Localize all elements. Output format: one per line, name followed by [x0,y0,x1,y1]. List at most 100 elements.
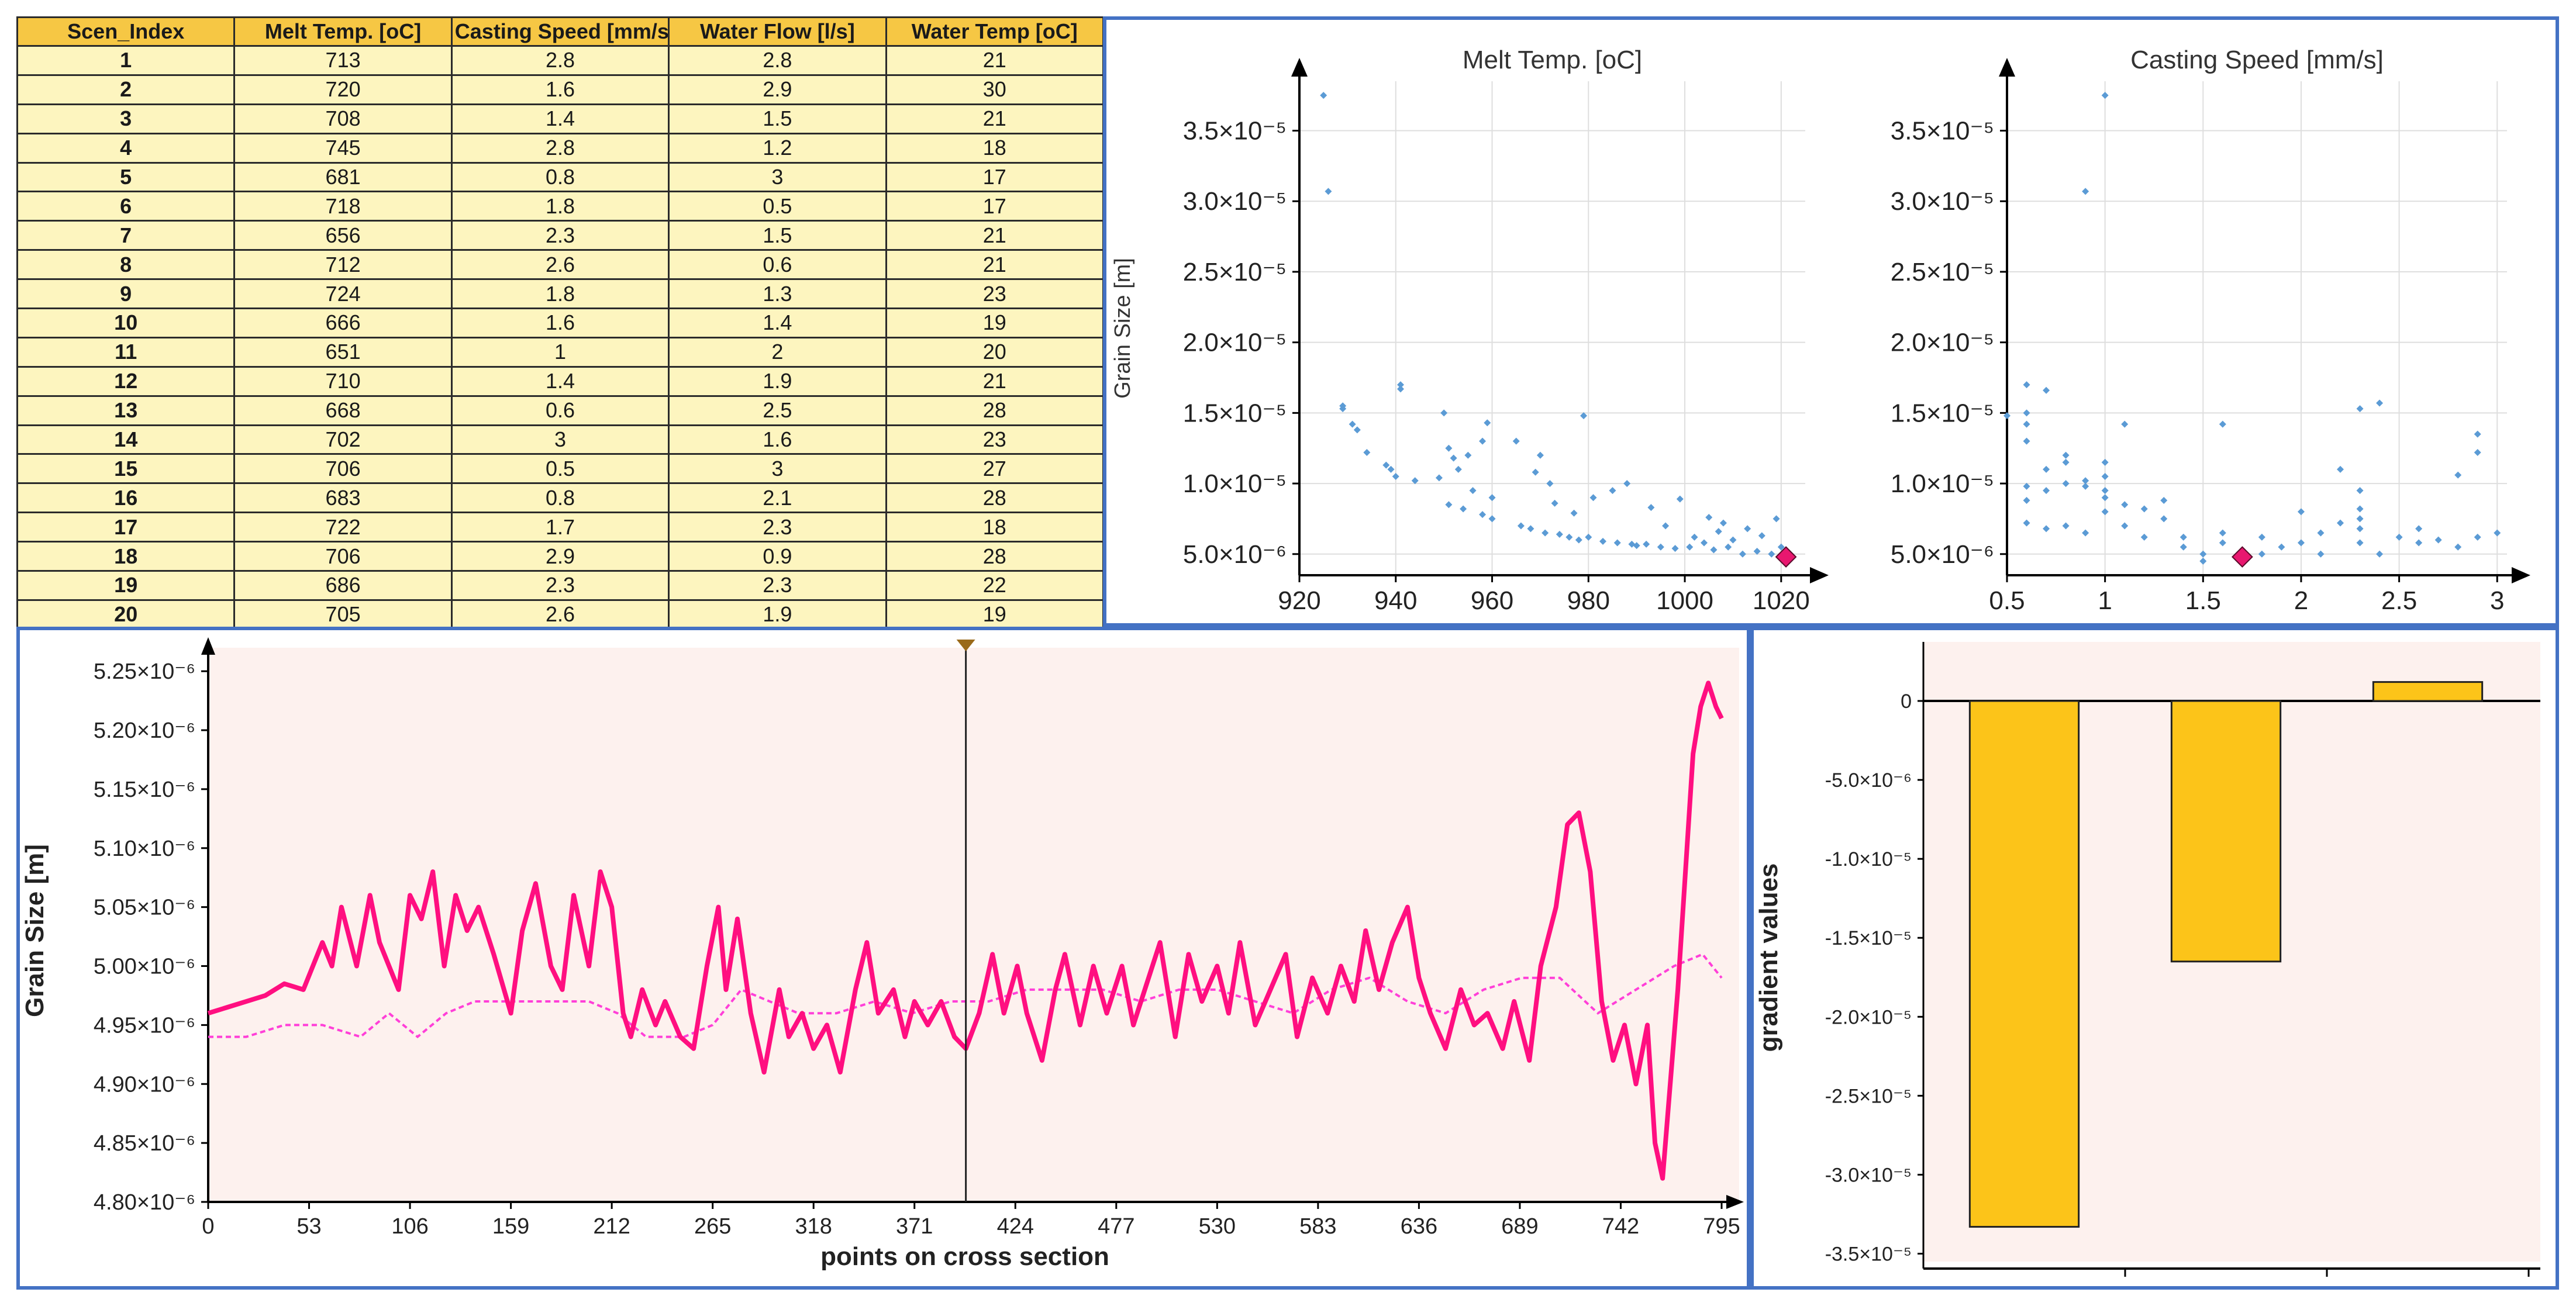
table-row: 12 710 1.4 1.9 21 [16,365,1105,397]
line-x-tick-label: 265 [694,1214,731,1239]
casting-speed-data-point [2101,487,2109,495]
casting-speed-data-point [2199,557,2207,565]
casting-speed-data-point [2356,525,2364,533]
casting-speed-data-point [2023,482,2030,490]
melt-temp-data-point [1479,511,1487,519]
casting-speed-x-tick-label: 1.5 [2185,586,2221,615]
casting-speed-data-point [2101,494,2109,502]
line-x-tick-label: 689 [1501,1214,1538,1239]
melt-temp-data-point [1589,494,1597,502]
casting-speed-data-point [2356,515,2364,523]
table-row: 1 713 2.8 2.8 21 [16,45,1105,76]
line-y-axis-label: Grain Size [m] [20,844,49,1017]
bar-y-axis-label: gradient values [1754,863,1783,1052]
melt-temp-x-tick-label: 1000 [1656,586,1713,615]
casting-speed-x-tick-label: 2.5 [2381,586,2417,615]
melt-temp-data-point [1339,405,1347,413]
table-cell: 1.4 [450,365,670,397]
table-row: 18 706 2.9 0.9 28 [16,541,1105,572]
table-cell: 3 [450,424,670,455]
melt-temp-data-point [1725,543,1732,551]
table-cell: 2.8 [450,132,670,164]
casting-speed-data-point [2219,420,2226,428]
casting-speed-chart: 0.5 1 1.5 2 2.5 3 5.0×10⁻⁶ 1.0×10⁻⁵ 1.5×10⁻⁵ 2.0×… [1891,46,2530,615]
line-y-tick-label: 5.15×10⁻⁶ [94,778,195,802]
melt-temp-data-point [1349,420,1356,428]
table-cell: 1.6 [668,424,887,455]
casting-speed-data-point [2219,529,2226,537]
table-cell: 745 [233,132,453,164]
line-y-tick-label: 5.20×10⁻⁶ [94,718,195,743]
casting-speed-data-point [2101,473,2109,480]
gradient-bar [2170,700,2282,963]
table-cell: 718 [233,191,453,222]
scenario-index-cell: 2 [16,74,236,105]
table-cell: 22 [885,570,1105,601]
line-y-tick-label: 4.95×10⁻⁶ [94,1013,195,1038]
melt-temp-data-point [1460,505,1467,513]
table-cell: 21 [885,103,1105,134]
casting-speed-data-point [2258,550,2265,558]
line-y-tick-label: 4.80×10⁻⁶ [94,1190,195,1215]
casting-speed-data-point [2454,543,2462,551]
melt-temp-data-point [1657,543,1664,551]
table-cell: 686 [233,570,453,601]
melt-temp-y-tick-label: 3.5×10⁻⁵ [1183,117,1287,146]
casting-speed-data-point [2434,536,2442,544]
line-x-tick-label: 0 [202,1214,214,1239]
casting-speed-data-point [2121,522,2129,530]
table-cell: 1.7 [450,512,670,543]
table-row: 10 666 1.6 1.4 19 [16,307,1105,338]
table-row: 15 706 0.5 3 27 [16,453,1105,485]
table-row: 5 681 0.8 3 17 [16,161,1105,193]
casting-speed-data-point [2297,539,2305,547]
scenario-index-cell: 20 [16,599,236,631]
casting-speed-data-point [2356,487,2364,495]
casting-speed-title: Casting Speed [mm/s] [2130,46,2384,74]
melt-temp-data-point [1686,543,1694,551]
melt-temp-data-point [1662,522,1670,530]
scenario-index-cell: 18 [16,541,236,572]
line-x-tick-label: 212 [593,1214,630,1239]
melt-temp-data-point [1628,540,1636,548]
melt-temp-plot-area [1299,81,1805,575]
table-row: 11 651 1 2 20 [16,336,1105,368]
melt-temp-data-point [1556,530,1563,538]
casting-speed-data-point [2023,381,2030,389]
table-cell: 23 [885,424,1105,455]
melt-temp-data-point [1320,92,1327,99]
table-cell: 28 [885,395,1105,426]
bar-y-tick-label: -1.0×10⁻⁵ [1825,848,1912,870]
line-x-tick-label: 371 [896,1214,933,1239]
table-cell: 0.6 [450,395,670,426]
table-cell: 0.8 [450,482,670,514]
casting-speed-data-point [2082,529,2089,537]
melt-temp-x-tick-label: 980 [1567,586,1610,615]
line-y-tick-label: 5.25×10⁻⁶ [94,659,195,684]
melt-temp-data-point [1454,465,1462,473]
table-cell: 2.6 [450,249,670,281]
casting-speed-data-point [2062,451,2070,459]
table-cell: 0.5 [668,191,887,222]
table-cell: 0.8 [450,161,670,193]
table-cell: 17 [885,191,1105,222]
line-x-tick-label: 106 [391,1214,428,1239]
casting-speed-y-tick-label: 2.5×10⁻⁵ [1891,258,1994,286]
casting-speed-data-point [2297,508,2305,516]
table-cell: 21 [885,249,1105,281]
casting-speed-x-tick-label: 1 [2098,586,2112,615]
grain-size-line-chart: 0 53 106 159 212 265 318 371 424 477 530 583 636 689 7… [20,637,1744,1271]
table-row: 9 724 1.8 1.3 23 [16,278,1105,310]
melt-temp-data-point [1382,461,1390,469]
scenario-index-cell: 10 [16,307,236,338]
casting-speed-data-point [2376,399,2384,407]
melt-temp-data-point [1484,419,1491,427]
casting-speed-data-point [2415,539,2423,547]
scenario-index-cell: 14 [16,424,236,455]
melt-temp-data-point [1609,487,1616,495]
casting-speed-data-point [2337,465,2344,473]
melt-temp-data-point [1772,515,1780,523]
table-cell: 656 [233,220,453,251]
melt-temp-data-point [1445,501,1453,509]
table-cell: 2.3 [668,570,887,601]
